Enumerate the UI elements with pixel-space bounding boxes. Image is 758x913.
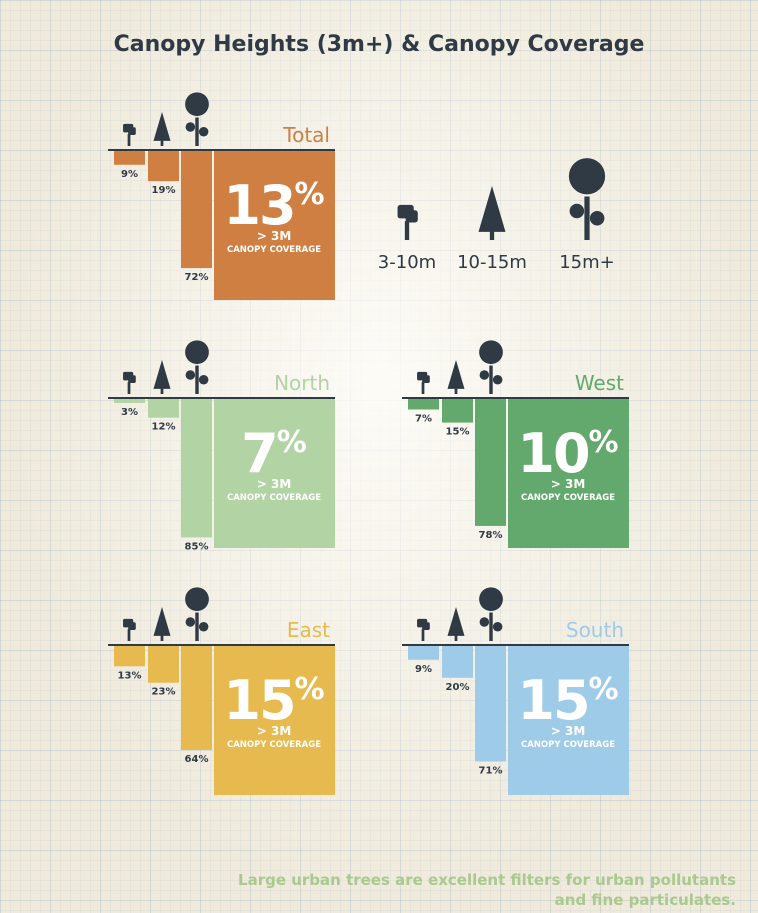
panel-name: Total bbox=[282, 123, 330, 147]
coverage-label-line2: CANOPY COVERAGE bbox=[521, 493, 615, 503]
bar-label: 72% bbox=[185, 272, 209, 283]
coverage-value: 13% bbox=[223, 174, 324, 237]
coverage-label-line2: CANOPY COVERAGE bbox=[227, 493, 321, 503]
bush-icon bbox=[417, 371, 430, 394]
bar-10-15m bbox=[148, 150, 179, 182]
bar-10-15m bbox=[442, 645, 473, 678]
panel-north: 3% 12% 85% North 7%> 3M CANOPY COVERAGE bbox=[108, 340, 335, 552]
coverage-label-line1: > 3M bbox=[551, 724, 586, 738]
bar-15m+ bbox=[181, 398, 212, 538]
bush-icon bbox=[123, 123, 136, 146]
coverage-value: 15% bbox=[223, 669, 324, 732]
panel-name: North bbox=[274, 371, 330, 395]
bar-15m+ bbox=[181, 645, 212, 750]
legend-label: 15m+ bbox=[559, 252, 615, 273]
bar-label: 64% bbox=[185, 754, 209, 765]
legend: 3-10m 10-15m 15m+ bbox=[378, 158, 615, 273]
coverage-label-line1: > 3M bbox=[257, 724, 292, 738]
bar-label: 12% bbox=[152, 422, 176, 433]
panel-west: 7% 15% 78% West 10%> 3M CANOPY COVERAGE bbox=[402, 340, 629, 548]
panel-name: West bbox=[575, 371, 624, 395]
large-tree-icon bbox=[185, 92, 209, 146]
large-tree-icon bbox=[479, 587, 503, 641]
coverage-box bbox=[214, 645, 335, 795]
bar-3-10m bbox=[114, 398, 145, 403]
bar-label: 20% bbox=[446, 682, 470, 693]
coverage-label-line2: CANOPY COVERAGE bbox=[227, 245, 321, 255]
panel-east: 13% 23% 64% East 15%> 3M CANOPY COVERAGE bbox=[108, 587, 335, 795]
coverage-box bbox=[508, 645, 629, 795]
large-tree-icon bbox=[185, 340, 209, 394]
coverage-value: 7% bbox=[241, 422, 307, 485]
coverage-label-line1: > 3M bbox=[257, 477, 292, 491]
bar-3-10m bbox=[408, 645, 439, 660]
bar-15m+ bbox=[475, 645, 506, 762]
coverage-box bbox=[214, 398, 335, 548]
bar-15m+ bbox=[475, 398, 506, 526]
page-title: Canopy Heights (3m+) & Canopy Coverage bbox=[113, 32, 645, 57]
bar-label: 9% bbox=[121, 169, 138, 180]
bar-label: 23% bbox=[152, 687, 176, 698]
panel-name: East bbox=[287, 618, 330, 642]
conifer-tree-icon bbox=[447, 607, 465, 641]
coverage-label-line1: > 3M bbox=[257, 229, 292, 243]
bar-15m+ bbox=[181, 150, 212, 269]
legend-label: 10-15m bbox=[457, 252, 527, 273]
bar-10-15m bbox=[148, 645, 179, 683]
footnote: Large urban trees are excellent filters … bbox=[238, 871, 736, 909]
conifer-tree-icon bbox=[447, 360, 465, 394]
panel-south: 9% 20% 71% South 15%> 3M CANOPY COVERAGE bbox=[402, 587, 629, 795]
bar-3-10m bbox=[408, 398, 439, 410]
bar-label: 71% bbox=[479, 765, 503, 776]
bar-label: 3% bbox=[121, 407, 138, 418]
bar-label: 19% bbox=[152, 185, 176, 196]
legend-label: 3-10m bbox=[378, 252, 436, 273]
bush-icon bbox=[123, 618, 136, 641]
conifer-tree-icon bbox=[153, 607, 171, 641]
large-tree-icon bbox=[479, 340, 503, 394]
bush-icon bbox=[417, 618, 430, 641]
large-tree-icon bbox=[568, 158, 606, 240]
bar-label: 15% bbox=[446, 427, 470, 438]
bar-label: 9% bbox=[415, 664, 432, 675]
conifer-tree-icon bbox=[478, 186, 506, 240]
bar-label: 7% bbox=[415, 413, 432, 424]
coverage-label-line2: CANOPY COVERAGE bbox=[521, 740, 615, 750]
bar-10-15m bbox=[442, 398, 473, 423]
coverage-box bbox=[508, 398, 629, 548]
conifer-tree-icon bbox=[153, 360, 171, 394]
coverage-value: 10% bbox=[517, 422, 618, 485]
coverage-label-line2: CANOPY COVERAGE bbox=[227, 740, 321, 750]
bush-icon bbox=[123, 371, 136, 394]
conifer-tree-icon bbox=[153, 112, 171, 146]
coverage-value: 15% bbox=[517, 669, 618, 732]
coverage-box bbox=[214, 150, 335, 300]
bar-label: 78% bbox=[479, 530, 503, 541]
bar-label: 13% bbox=[118, 670, 142, 681]
bush-icon bbox=[397, 204, 418, 240]
bar-label: 85% bbox=[185, 541, 209, 552]
bar-3-10m bbox=[114, 150, 145, 165]
large-tree-icon bbox=[185, 587, 209, 641]
bar-10-15m bbox=[148, 398, 179, 418]
bar-3-10m bbox=[114, 645, 145, 667]
panel-name: South bbox=[566, 618, 624, 642]
coverage-label-line1: > 3M bbox=[551, 477, 586, 491]
panel-total: 9% 19% 72% Total 13%> 3M CANOPY COVERAGE bbox=[108, 92, 335, 300]
